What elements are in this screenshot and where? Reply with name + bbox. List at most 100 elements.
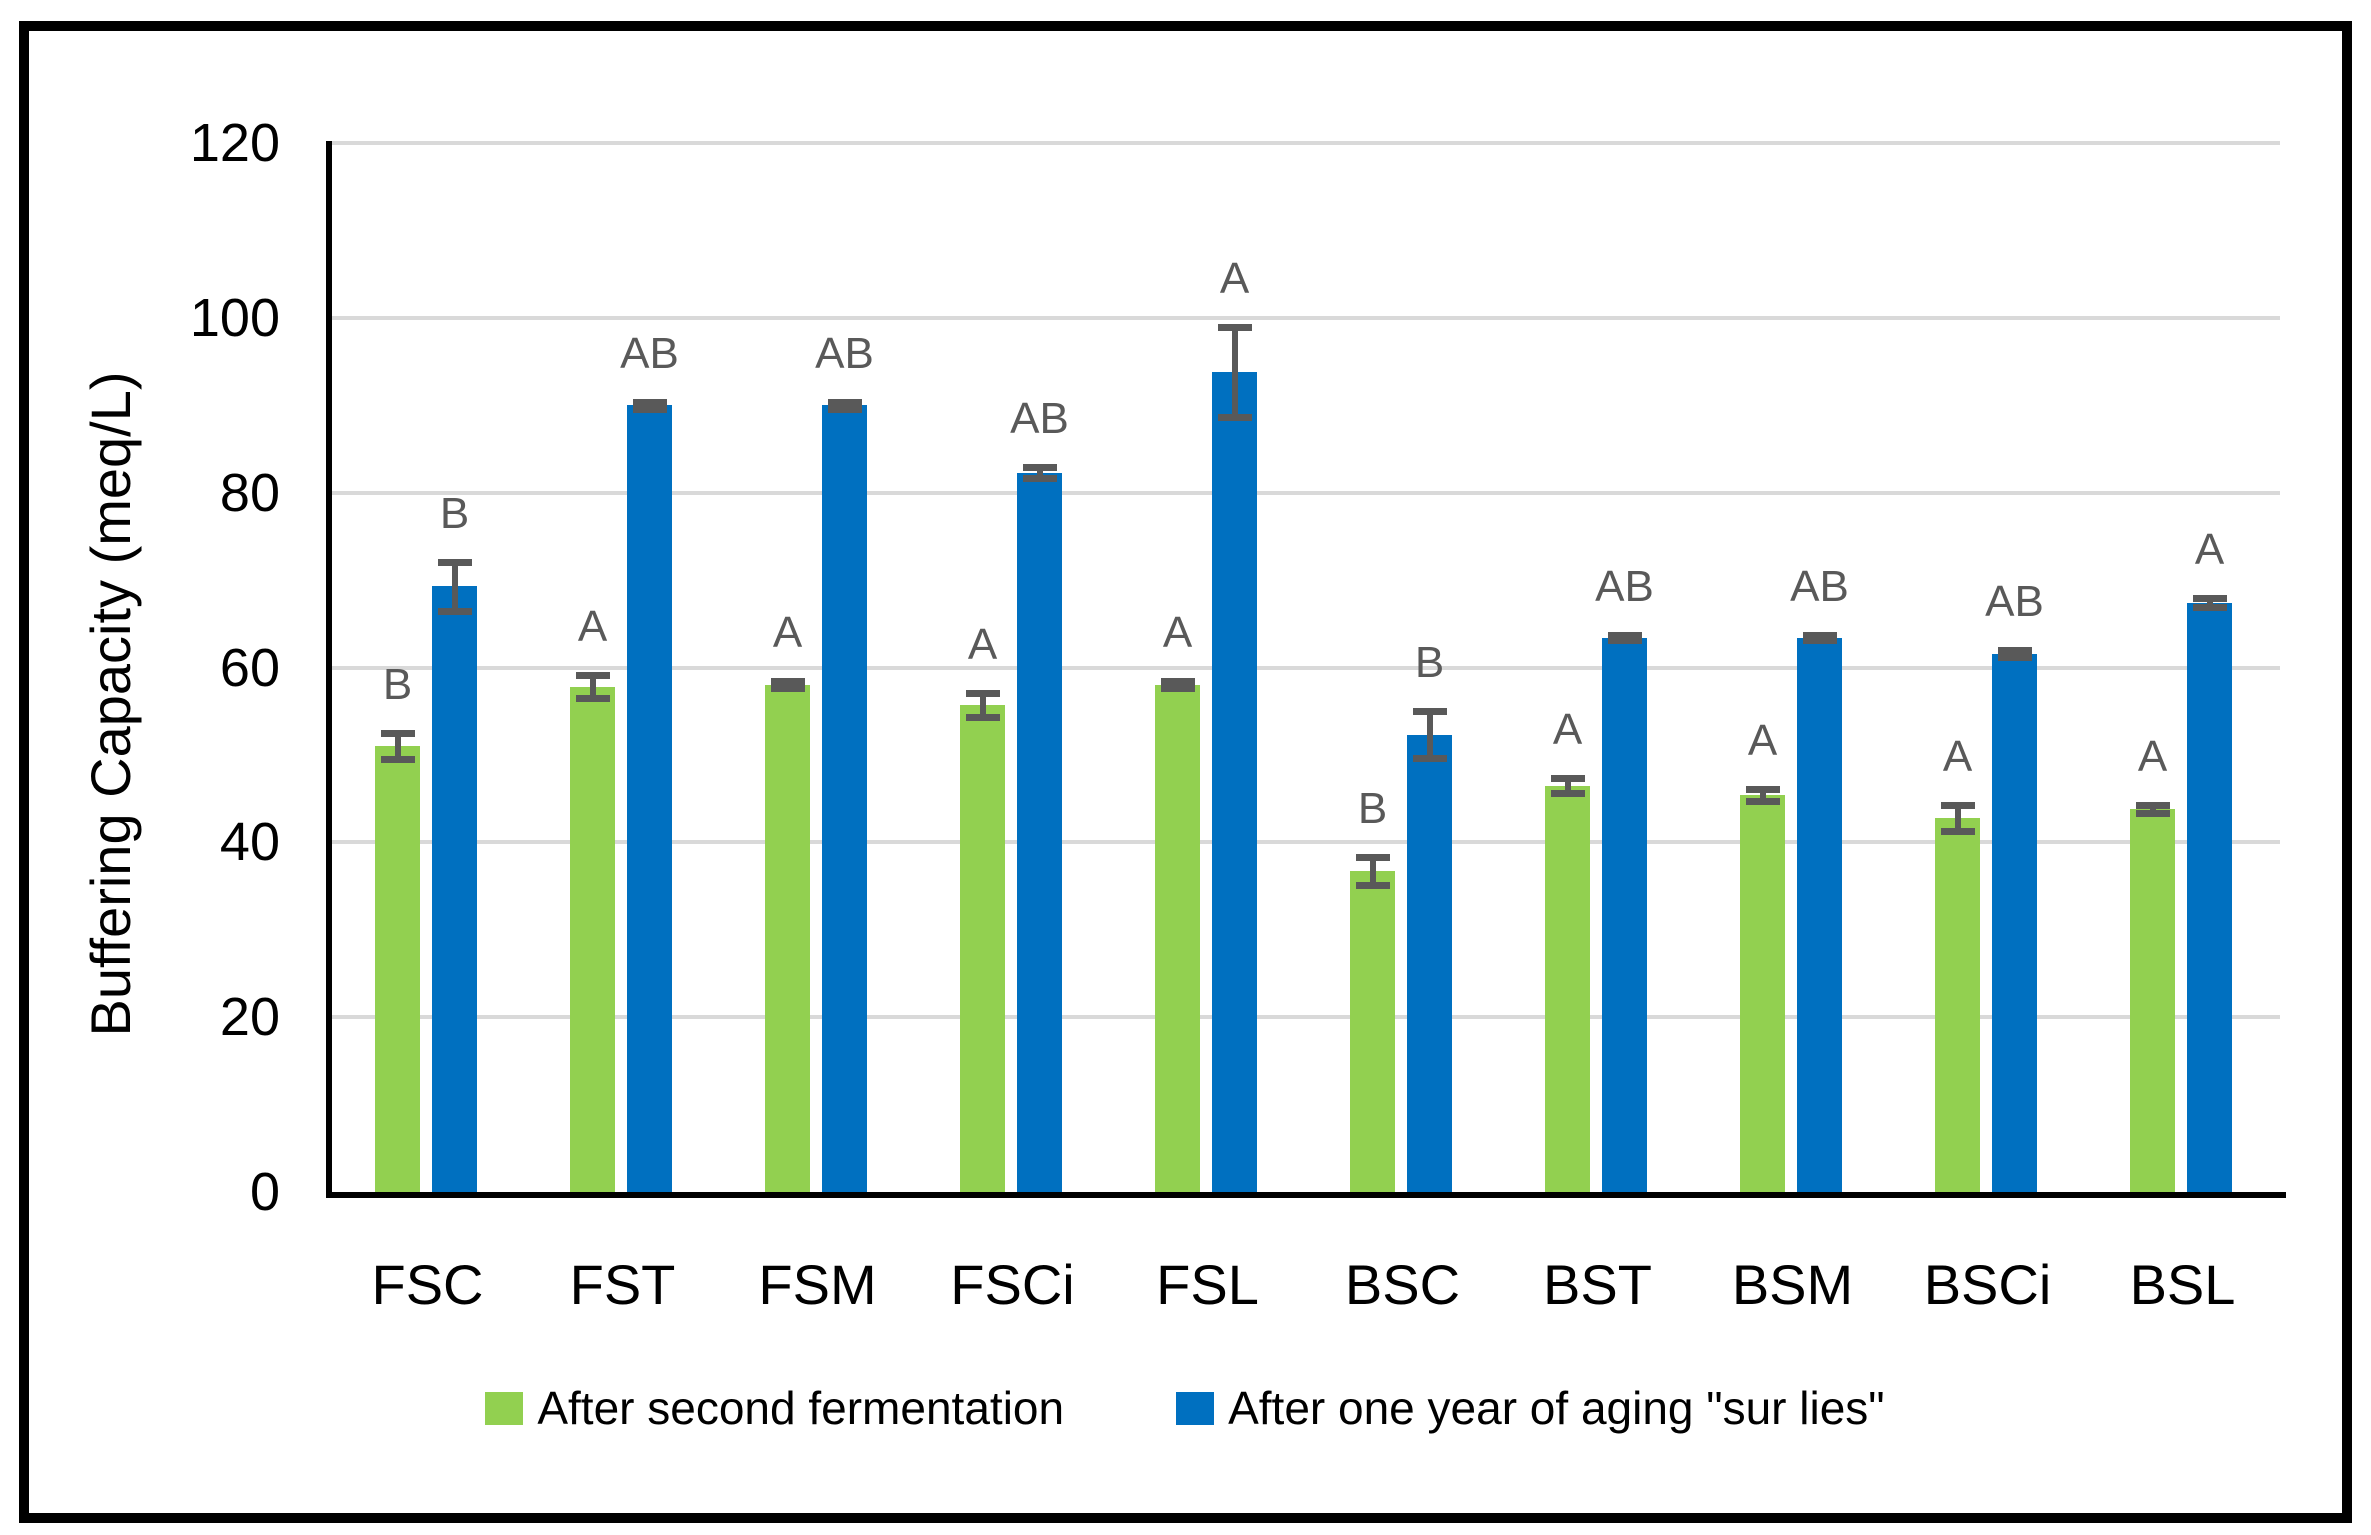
- error-bar-cap-bottom-FSL-s0: [1160, 685, 1195, 693]
- error-bar-cap-top-BSL-s1: [2192, 595, 2227, 603]
- x-category-label-BSL: BSL: [2129, 1253, 2236, 1316]
- bar-after-one-year-of-aging-sur-lies-BSL: [2187, 602, 2232, 1192]
- bar-after-one-year-of-aging-sur-lies-FSM: [822, 405, 867, 1192]
- error-bar-cap-bottom-FST-s1: [632, 405, 667, 413]
- bar-after-second-fermentation-BSC: [1350, 871, 1395, 1192]
- significance-letter-FSCi-s1: AB: [1010, 394, 1069, 444]
- y-tick-label-80: 80: [219, 462, 280, 523]
- error-bar-cap-top-BSM-s0: [1745, 786, 1780, 793]
- error-bar-cap-bottom-FSC-s1: [437, 607, 472, 615]
- y-axis-line: [326, 141, 332, 1198]
- error-bar-cap-bottom-FSL-s1: [1217, 413, 1252, 421]
- bar-after-second-fermentation-BSL: [2130, 809, 2175, 1192]
- bar-after-second-fermentation-BSCi: [1935, 817, 1980, 1192]
- significance-letter-BSC-s0: B: [1357, 784, 1388, 834]
- gridline-120: [330, 141, 2280, 145]
- x-category-label-BSCi: BSCi: [1923, 1253, 2052, 1316]
- x-category-label-FST: FST: [569, 1253, 676, 1316]
- error-bar-cap-bottom-BSL-s0: [2135, 810, 2170, 818]
- significance-letter-BSL-s1: A: [2194, 525, 2225, 575]
- significance-letter-BSC-s1: B: [1414, 638, 1445, 688]
- legend-label: After one year of aging "sur lies": [1228, 1382, 1885, 1434]
- y-tick-label-100: 100: [189, 287, 280, 348]
- error-bar-cap-bottom-BSL-s1: [2192, 604, 2227, 612]
- error-bar-cap-bottom-BST-s1: [1607, 637, 1642, 645]
- error-bar-cap-bottom-BSM-s0: [1745, 798, 1780, 806]
- legend-item-after-second-fermentation: After second fermentation: [485, 1382, 1064, 1434]
- gridline-40: [330, 840, 2280, 845]
- significance-letter-FSCi-s0: A: [967, 619, 998, 669]
- error-bar-FSCi-s1: [1036, 467, 1043, 478]
- error-bar-cap-bottom-FSC-s0: [380, 756, 415, 764]
- error-bar-cap-top-BST-s0: [1550, 774, 1585, 782]
- significance-letter-BSCi-s1: AB: [1985, 577, 2044, 627]
- y-tick-label-20: 20: [219, 987, 280, 1048]
- legend-label: After second fermentation: [537, 1382, 1065, 1434]
- error-bar-FSL-s1: [1231, 327, 1238, 417]
- significance-letter-BST-s1: AB: [1595, 562, 1654, 612]
- significance-letter-BSCi-s0: A: [1942, 731, 1973, 781]
- error-bar-cap-top-BST-s1: [1607, 632, 1642, 640]
- y-tick-label-40: 40: [219, 812, 280, 873]
- x-category-label-FSM: FSM: [758, 1253, 877, 1316]
- error-bar-cap-top-BSC-s1: [1412, 708, 1447, 716]
- bar-after-second-fermentation-FST: [570, 686, 615, 1192]
- bar-after-one-year-of-aging-sur-lies-FSCi: [1017, 472, 1062, 1192]
- error-bar-FSC-s1: [451, 561, 458, 611]
- error-bar-BSC-s0: [1369, 857, 1376, 886]
- x-category-label-FSCi: FSCi: [950, 1253, 1075, 1316]
- legend-item-after-one-year-of-aging-sur-lies: After one year of aging "sur lies": [1176, 1382, 1885, 1434]
- error-bar-cap-top-FSL-s1: [1217, 324, 1252, 332]
- error-bar-cap-bottom-FST-s0: [575, 695, 610, 703]
- error-bar-cap-bottom-BSM-s1: [1802, 637, 1837, 645]
- error-bar-cap-bottom-FSCi-s0: [965, 714, 1000, 722]
- significance-letter-FSC-s1: B: [439, 488, 470, 538]
- bar-after-one-year-of-aging-sur-lies-BSC: [1407, 734, 1452, 1192]
- error-bar-cap-bottom-FSM-s0: [770, 685, 805, 693]
- error-bar-cap-top-FST-s1: [632, 398, 667, 406]
- x-axis-line: [326, 1192, 2286, 1198]
- gridline-60: [330, 665, 2280, 670]
- error-bar-BST-s0: [1564, 777, 1571, 794]
- gridline-80: [330, 490, 2280, 495]
- significance-letter-FSM-s0: A: [772, 608, 803, 658]
- bar-after-one-year-of-aging-sur-lies-FSC: [432, 586, 477, 1192]
- significance-letter-BST-s0: A: [1552, 704, 1583, 754]
- legend: After second fermentation After one year …: [20, 1382, 2350, 1434]
- significance-letter-FSL-s0: A: [1162, 608, 1193, 658]
- error-bar-cap-top-FSM-s0: [770, 678, 805, 686]
- error-bar-BSC-s1: [1426, 711, 1433, 759]
- bar-after-one-year-of-aging-sur-lies-BSM: [1797, 637, 1842, 1192]
- gridline-20: [330, 1015, 2280, 1020]
- significance-letter-BSM-s1: AB: [1790, 562, 1849, 612]
- legend-swatch-blue: [1176, 1391, 1215, 1425]
- error-bar-cap-top-BSCi-s1: [1997, 647, 2032, 655]
- x-category-label-BST: BST: [1543, 1253, 1652, 1316]
- bar-after-second-fermentation-FSC: [375, 746, 420, 1192]
- bar-after-second-fermentation-FSL: [1155, 684, 1200, 1192]
- error-bar-cap-bottom-FSCi-s1: [1022, 474, 1057, 482]
- bar-after-one-year-of-aging-sur-lies-BSCi: [1992, 653, 2037, 1192]
- error-bar-cap-top-FSL-s0: [1160, 678, 1195, 686]
- error-bar-cap-bottom-BST-s0: [1550, 790, 1585, 798]
- bar-after-second-fermentation-FSCi: [960, 705, 1005, 1192]
- error-bar-cap-top-BSCi-s0: [1940, 801, 1975, 809]
- bar-after-one-year-of-aging-sur-lies-FST: [627, 405, 672, 1192]
- significance-letter-FSM-s1: AB: [815, 328, 874, 378]
- x-category-label-BSC: BSC: [1344, 1253, 1461, 1316]
- error-bar-cap-bottom-FSM-s1: [827, 405, 862, 413]
- significance-letter-FST-s0: A: [577, 602, 608, 652]
- error-bar-cap-top-FSM-s1: [827, 398, 862, 406]
- gridline-100: [330, 315, 2280, 320]
- bar-after-one-year-of-aging-sur-lies-BST: [1602, 637, 1647, 1192]
- error-bar-cap-top-FST-s0: [575, 672, 610, 680]
- error-bar-cap-bottom-BSCi-s1: [1997, 654, 2032, 661]
- error-bar-BSL-s0: [2149, 804, 2156, 814]
- bar-after-second-fermentation-BSM: [1740, 795, 1785, 1192]
- error-bar-FSC-s0: [394, 733, 401, 760]
- significance-letter-BSL-s0: A: [2137, 731, 2168, 781]
- error-bar-cap-top-FSCi-s1: [1022, 464, 1057, 472]
- significance-letter-FSL-s1: A: [1219, 254, 1250, 304]
- error-bar-cap-bottom-BSCi-s0: [1940, 827, 1975, 835]
